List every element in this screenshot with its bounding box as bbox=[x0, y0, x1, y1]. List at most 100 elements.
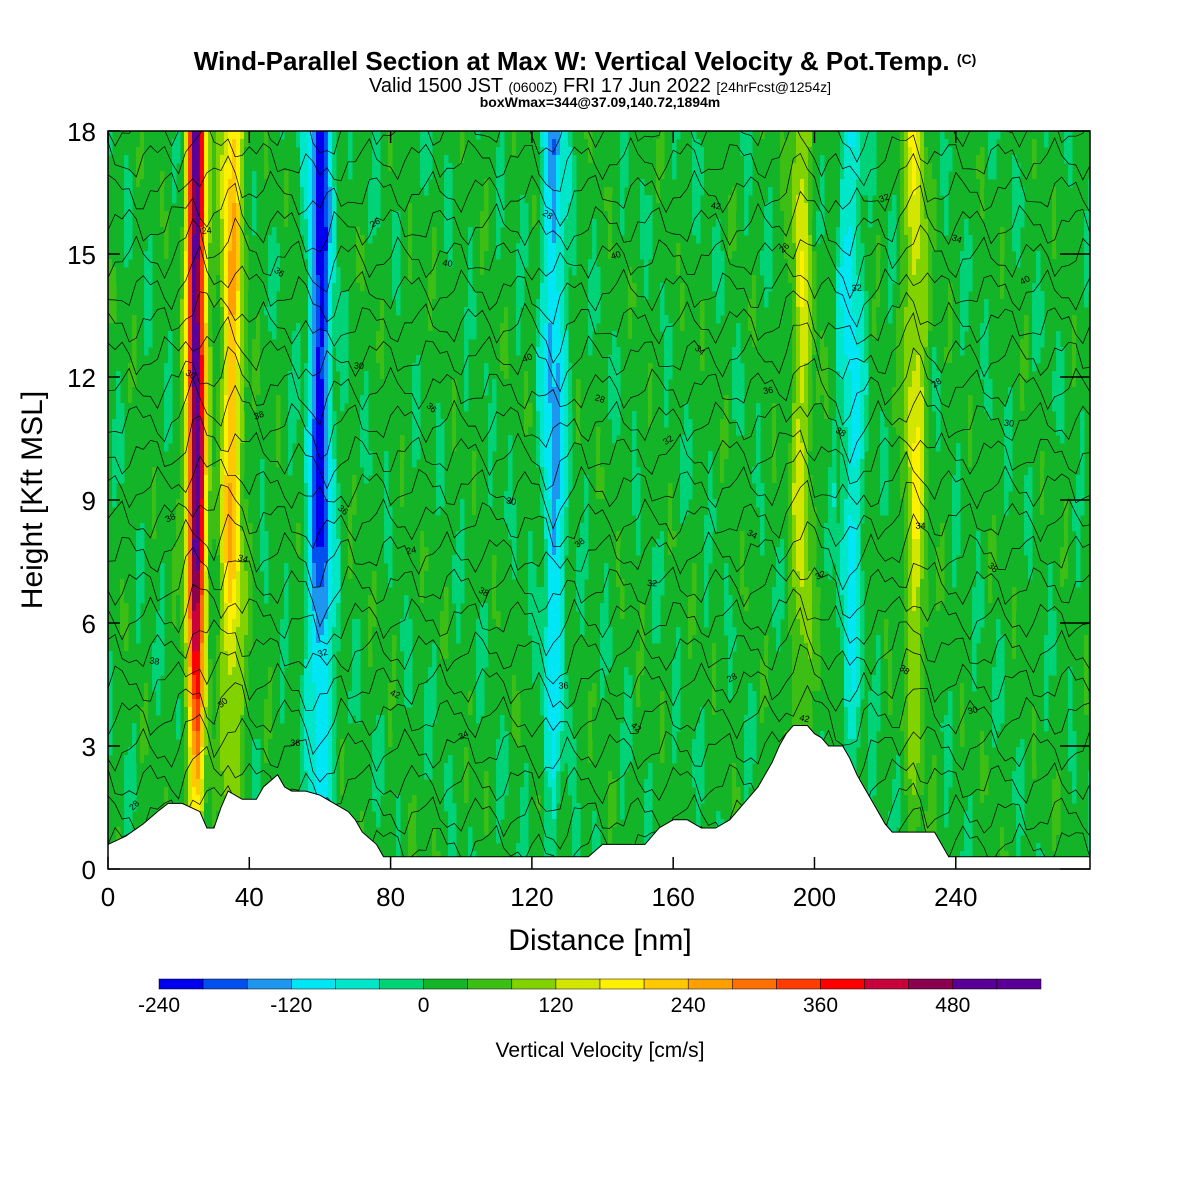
velocity-cell bbox=[840, 211, 845, 220]
velocity-cell bbox=[500, 363, 505, 372]
velocity-cell bbox=[184, 195, 189, 204]
velocity-cell bbox=[560, 467, 565, 476]
velocity-cell bbox=[704, 171, 709, 180]
velocity-cell bbox=[872, 171, 877, 180]
velocity-cell bbox=[872, 347, 877, 356]
velocity-cell bbox=[572, 243, 577, 252]
velocity-cell bbox=[288, 283, 293, 292]
velocity-cell bbox=[532, 179, 537, 188]
velocity-cell bbox=[580, 147, 585, 156]
velocity-cell bbox=[332, 299, 337, 308]
velocity-cell bbox=[740, 139, 745, 148]
velocity-cell bbox=[432, 307, 437, 316]
velocity-cell bbox=[548, 171, 553, 180]
velocity-cell bbox=[380, 347, 385, 356]
velocity-cell bbox=[800, 355, 805, 364]
velocity-cell bbox=[536, 339, 541, 348]
velocity-cell bbox=[844, 379, 849, 388]
velocity-cell bbox=[440, 467, 445, 476]
velocity-cell bbox=[548, 315, 553, 324]
velocity-cell bbox=[404, 243, 409, 252]
velocity-cell bbox=[376, 147, 381, 156]
velocity-cell bbox=[852, 243, 857, 252]
velocity-cell bbox=[680, 459, 685, 468]
velocity-cell bbox=[660, 139, 665, 148]
velocity-cell bbox=[204, 267, 209, 276]
velocity-cell bbox=[312, 179, 317, 188]
velocity-cell bbox=[596, 427, 601, 436]
velocity-cell bbox=[996, 275, 1001, 284]
velocity-cell bbox=[700, 163, 705, 172]
velocity-cell bbox=[1032, 147, 1037, 156]
velocity-cell bbox=[228, 435, 233, 444]
velocity-cell bbox=[500, 195, 505, 204]
velocity-cell bbox=[780, 203, 785, 212]
velocity-cell bbox=[332, 171, 337, 180]
velocity-cell bbox=[580, 139, 585, 148]
velocity-cell bbox=[240, 147, 245, 156]
velocity-cell bbox=[936, 443, 941, 452]
velocity-cell bbox=[252, 427, 257, 436]
velocity-cell bbox=[192, 259, 197, 268]
velocity-cell bbox=[320, 195, 325, 204]
velocity-cell bbox=[232, 203, 237, 212]
velocity-cell bbox=[800, 347, 805, 356]
velocity-cell bbox=[220, 171, 225, 180]
velocity-cell bbox=[596, 315, 601, 324]
velocity-cell bbox=[632, 411, 637, 420]
velocity-cell bbox=[324, 171, 329, 180]
velocity-cell bbox=[312, 283, 317, 292]
velocity-cell bbox=[320, 355, 325, 364]
velocity-cell bbox=[520, 203, 525, 212]
velocity-cell bbox=[228, 395, 233, 404]
velocity-cell bbox=[188, 339, 193, 348]
velocity-cell bbox=[908, 251, 913, 260]
velocity-cell bbox=[552, 267, 557, 276]
velocity-cell bbox=[1004, 267, 1009, 276]
velocity-cell bbox=[500, 211, 505, 220]
velocity-cell bbox=[988, 147, 993, 156]
velocity-cell bbox=[468, 283, 473, 292]
velocity-cell bbox=[848, 467, 853, 476]
velocity-cell bbox=[952, 363, 957, 372]
velocity-cell bbox=[556, 451, 561, 460]
velocity-cell bbox=[808, 275, 813, 284]
velocity-cell bbox=[320, 459, 325, 468]
velocity-cell bbox=[844, 411, 849, 420]
velocity-cell bbox=[248, 363, 253, 372]
velocity-cell bbox=[972, 211, 977, 220]
velocity-cell bbox=[808, 435, 813, 444]
velocity-cell bbox=[700, 187, 705, 196]
velocity-cell bbox=[312, 259, 317, 268]
velocity-cell bbox=[284, 187, 289, 196]
velocity-cell bbox=[956, 459, 961, 468]
velocity-cell bbox=[296, 395, 301, 404]
velocity-cell bbox=[224, 411, 229, 420]
velocity-cell bbox=[240, 411, 245, 420]
velocity-cell bbox=[536, 347, 541, 356]
velocity-cell bbox=[552, 363, 557, 372]
velocity-cell bbox=[540, 219, 545, 228]
velocity-cell bbox=[292, 355, 297, 364]
velocity-cell bbox=[824, 371, 829, 380]
velocity-cell bbox=[892, 243, 897, 252]
velocity-cell bbox=[620, 195, 625, 204]
velocity-cell bbox=[328, 251, 333, 260]
velocity-cell bbox=[288, 419, 293, 428]
velocity-cell bbox=[344, 395, 349, 404]
velocity-cell bbox=[564, 243, 569, 252]
velocity-cell bbox=[144, 259, 149, 268]
velocity-cell bbox=[548, 139, 553, 148]
velocity-cell bbox=[876, 307, 881, 316]
velocity-cell bbox=[284, 219, 289, 228]
velocity-cell bbox=[768, 219, 773, 228]
velocity-cell bbox=[524, 363, 529, 372]
velocity-cell bbox=[748, 267, 753, 276]
velocity-cell bbox=[236, 291, 241, 300]
velocity-cell bbox=[316, 379, 321, 388]
velocity-cell bbox=[548, 275, 553, 284]
velocity-cell bbox=[240, 179, 245, 188]
velocity-cell bbox=[628, 299, 633, 308]
velocity-cell bbox=[360, 395, 365, 404]
velocity-cell bbox=[124, 163, 129, 172]
